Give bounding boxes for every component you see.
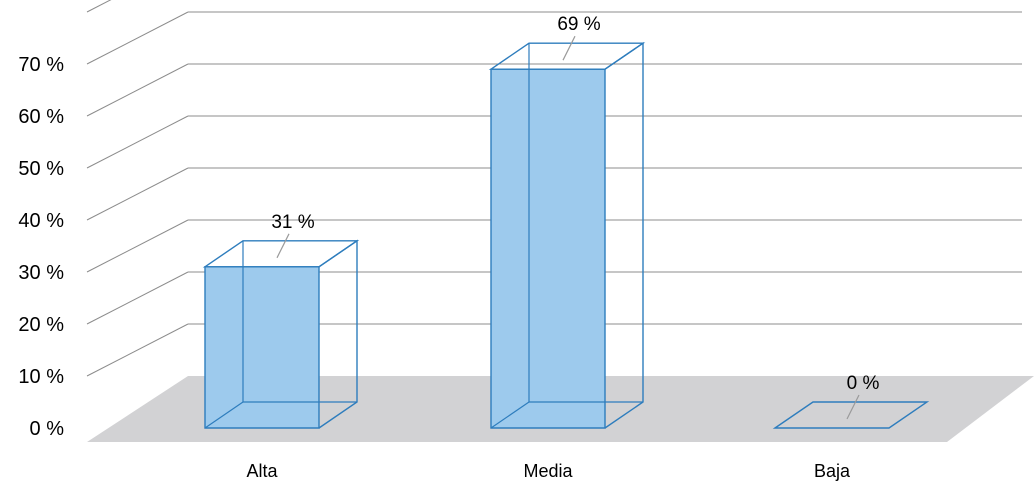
y-tick-label: 70 % bbox=[18, 54, 64, 76]
gridline-diagonal bbox=[86, 11, 189, 65]
x-category-label: Baja bbox=[814, 461, 851, 481]
bar-base-edge bbox=[490, 401, 530, 429]
y-tick-label: 50 % bbox=[18, 158, 64, 180]
data-label: 0 % bbox=[847, 373, 880, 394]
bar-side-edges bbox=[318, 239, 358, 429]
bar-front-face bbox=[204, 266, 320, 429]
data-label-leader bbox=[562, 35, 576, 61]
bar-baja bbox=[772, 394, 930, 429]
data-label: 31 % bbox=[271, 212, 314, 233]
bar-flat-outline bbox=[772, 401, 930, 429]
gridline-diagonal bbox=[86, 167, 189, 221]
data-label-leader bbox=[846, 394, 860, 420]
gridline-diagonal bbox=[86, 219, 189, 273]
x-category-label: Alta bbox=[246, 461, 278, 481]
gridline-diagonal bbox=[86, 271, 189, 325]
y-tick-label: 60 % bbox=[18, 106, 64, 128]
gridline-diagonal bbox=[86, 323, 189, 377]
y-tick-label: 40 % bbox=[18, 210, 64, 232]
gridline-diagonal bbox=[86, 63, 189, 117]
data-label: 69 % bbox=[557, 14, 600, 35]
bar-base-edge bbox=[204, 401, 244, 429]
bar-top-face bbox=[202, 240, 360, 268]
bar-media bbox=[488, 35, 646, 429]
bar-alta bbox=[202, 233, 360, 429]
bar-front-face bbox=[490, 68, 606, 429]
gridline-diagonal bbox=[86, 115, 189, 169]
y-tick-label: 30 % bbox=[18, 262, 64, 284]
gridline-diagonal bbox=[86, 0, 112, 13]
x-category-label: Media bbox=[523, 461, 573, 481]
bar-side-edges bbox=[604, 41, 644, 429]
data-label-leader bbox=[276, 233, 290, 259]
bar-top-face bbox=[488, 42, 646, 70]
y-tick-label: 10 % bbox=[18, 366, 64, 388]
y-tick-label: 0 % bbox=[30, 418, 65, 440]
y-tick-label: 20 % bbox=[18, 314, 64, 336]
